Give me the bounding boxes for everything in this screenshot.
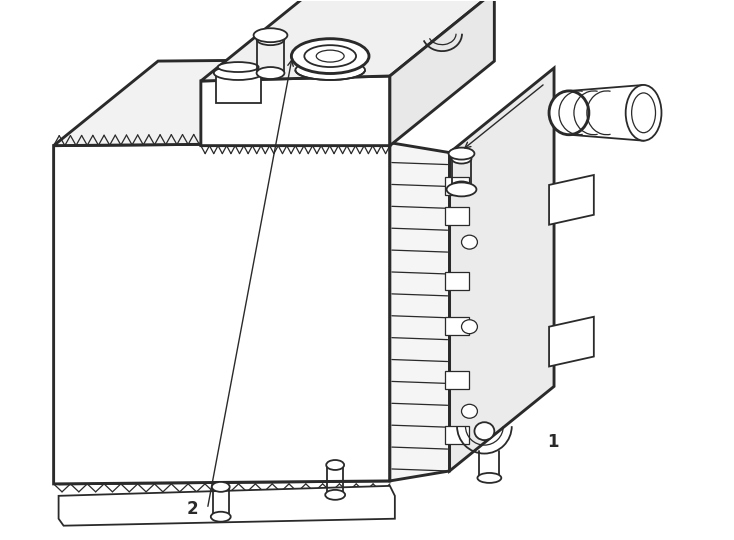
Ellipse shape	[451, 153, 471, 164]
Ellipse shape	[211, 512, 230, 522]
Polygon shape	[390, 143, 449, 481]
Bar	[216, 73, 261, 103]
Bar	[445, 207, 470, 225]
Polygon shape	[569, 85, 644, 140]
Ellipse shape	[316, 50, 344, 62]
Ellipse shape	[451, 181, 471, 191]
Ellipse shape	[632, 93, 655, 133]
Polygon shape	[201, 0, 494, 81]
Ellipse shape	[253, 28, 288, 42]
Ellipse shape	[474, 422, 494, 440]
Polygon shape	[549, 175, 594, 225]
Ellipse shape	[448, 147, 474, 160]
Ellipse shape	[291, 39, 369, 73]
Ellipse shape	[549, 91, 589, 134]
Polygon shape	[201, 76, 390, 146]
Polygon shape	[54, 396, 494, 484]
Bar	[445, 372, 470, 389]
Ellipse shape	[295, 60, 365, 80]
Ellipse shape	[462, 235, 477, 249]
Ellipse shape	[214, 66, 263, 80]
Polygon shape	[449, 68, 554, 471]
Ellipse shape	[218, 62, 258, 72]
Ellipse shape	[462, 320, 477, 334]
Bar	[445, 178, 470, 195]
Text: 2: 2	[186, 500, 198, 518]
Ellipse shape	[305, 45, 356, 67]
Ellipse shape	[257, 67, 285, 79]
Ellipse shape	[325, 490, 345, 500]
Bar	[445, 272, 470, 290]
Ellipse shape	[462, 404, 477, 418]
Text: 1: 1	[548, 433, 559, 451]
Ellipse shape	[625, 85, 661, 140]
Polygon shape	[54, 143, 390, 484]
Bar	[445, 426, 470, 444]
Bar	[445, 317, 470, 335]
Ellipse shape	[257, 33, 285, 45]
Ellipse shape	[477, 473, 501, 483]
Polygon shape	[59, 396, 494, 484]
Ellipse shape	[446, 183, 476, 197]
Ellipse shape	[326, 460, 344, 470]
Polygon shape	[54, 58, 494, 146]
Polygon shape	[59, 486, 395, 525]
Polygon shape	[549, 317, 594, 367]
Ellipse shape	[212, 482, 230, 492]
Polygon shape	[390, 0, 494, 146]
